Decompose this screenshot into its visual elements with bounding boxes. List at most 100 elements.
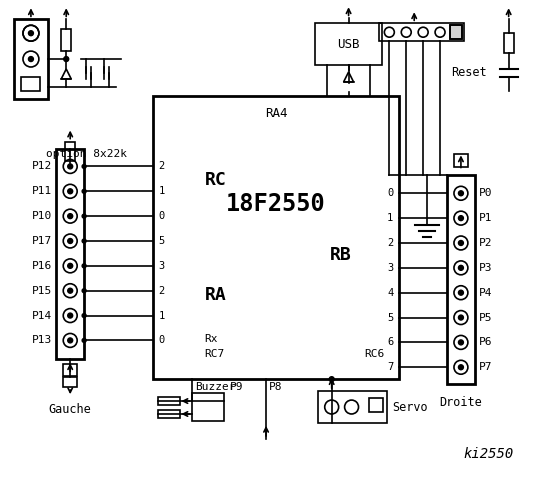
Text: 5: 5 xyxy=(387,312,393,323)
Circle shape xyxy=(67,164,72,169)
Circle shape xyxy=(67,313,72,318)
Text: 0: 0 xyxy=(159,336,165,346)
Text: 7: 7 xyxy=(387,362,393,372)
Text: ki2550: ki2550 xyxy=(463,447,514,461)
Text: Reset: Reset xyxy=(451,66,487,80)
Text: Buzzer: Buzzer xyxy=(195,382,236,392)
Text: 3: 3 xyxy=(387,263,393,273)
Text: 1: 1 xyxy=(387,213,393,223)
Bar xyxy=(450,25,462,39)
Text: P14: P14 xyxy=(32,311,53,321)
Circle shape xyxy=(82,239,86,243)
Text: Gauche: Gauche xyxy=(49,403,92,416)
Text: 0: 0 xyxy=(159,211,165,221)
Bar xyxy=(158,397,180,405)
Text: P12: P12 xyxy=(32,161,53,171)
Bar xyxy=(56,148,84,360)
Circle shape xyxy=(28,31,33,36)
Text: P9: P9 xyxy=(229,382,243,392)
Circle shape xyxy=(67,239,72,243)
Bar xyxy=(450,25,462,39)
Text: 5: 5 xyxy=(159,236,165,246)
Text: USB: USB xyxy=(337,37,360,51)
Text: Servo: Servo xyxy=(392,400,428,414)
Text: 2: 2 xyxy=(387,238,393,248)
Bar xyxy=(61,29,71,51)
Bar xyxy=(63,377,77,387)
Text: RC: RC xyxy=(205,171,226,189)
Circle shape xyxy=(67,338,72,343)
Bar xyxy=(13,19,48,99)
Circle shape xyxy=(458,365,463,370)
Text: P16: P16 xyxy=(32,261,53,271)
Text: P6: P6 xyxy=(479,337,492,348)
Circle shape xyxy=(458,290,463,295)
Text: 18F2550: 18F2550 xyxy=(226,192,326,216)
Text: P10: P10 xyxy=(32,211,53,221)
Polygon shape xyxy=(61,69,71,79)
Bar xyxy=(153,96,399,379)
Text: P3: P3 xyxy=(479,263,492,273)
Text: 2: 2 xyxy=(159,286,165,296)
Text: 2: 2 xyxy=(159,161,165,171)
Circle shape xyxy=(82,264,86,268)
Circle shape xyxy=(67,214,72,218)
Text: P7: P7 xyxy=(479,362,492,372)
Bar xyxy=(447,175,475,384)
Text: RA4: RA4 xyxy=(265,107,287,120)
Text: P2: P2 xyxy=(479,238,492,248)
Bar xyxy=(318,391,387,423)
Circle shape xyxy=(82,288,86,293)
Text: 6: 6 xyxy=(387,337,393,348)
Bar xyxy=(454,154,468,168)
Text: P4: P4 xyxy=(479,288,492,298)
Text: P8: P8 xyxy=(269,382,283,392)
Bar xyxy=(65,142,75,161)
Text: Droite: Droite xyxy=(440,396,482,408)
Text: P13: P13 xyxy=(32,336,53,346)
Circle shape xyxy=(329,377,334,382)
Text: P15: P15 xyxy=(32,286,53,296)
Text: P0: P0 xyxy=(479,188,492,198)
Text: RA: RA xyxy=(205,286,226,304)
Circle shape xyxy=(458,265,463,270)
Text: P5: P5 xyxy=(479,312,492,323)
Bar xyxy=(369,398,383,412)
Circle shape xyxy=(82,189,86,193)
Circle shape xyxy=(64,57,69,61)
Text: 3: 3 xyxy=(159,261,165,271)
Circle shape xyxy=(458,191,463,196)
Text: P17: P17 xyxy=(32,236,53,246)
Text: 4: 4 xyxy=(387,288,393,298)
Bar xyxy=(504,33,514,53)
Circle shape xyxy=(67,264,72,268)
Circle shape xyxy=(82,313,86,318)
Text: Rx: Rx xyxy=(205,335,218,345)
Circle shape xyxy=(67,288,72,293)
Circle shape xyxy=(458,240,463,245)
Text: 1: 1 xyxy=(159,311,165,321)
Text: option 8x22k: option 8x22k xyxy=(45,148,127,158)
Polygon shape xyxy=(343,72,353,82)
Circle shape xyxy=(458,315,463,320)
Text: 1: 1 xyxy=(159,186,165,196)
Text: RC6: RC6 xyxy=(364,349,384,360)
Circle shape xyxy=(28,57,33,61)
Circle shape xyxy=(82,214,86,218)
Text: 0: 0 xyxy=(387,188,393,198)
Circle shape xyxy=(458,216,463,221)
Circle shape xyxy=(67,189,72,194)
Text: RC7: RC7 xyxy=(205,349,225,360)
Circle shape xyxy=(82,338,86,342)
Circle shape xyxy=(82,165,86,168)
Bar xyxy=(379,23,464,41)
Text: P1: P1 xyxy=(479,213,492,223)
Text: P11: P11 xyxy=(32,186,53,196)
Bar xyxy=(158,410,180,418)
Bar xyxy=(192,393,225,421)
Bar xyxy=(22,77,40,91)
Bar xyxy=(315,23,382,65)
Circle shape xyxy=(458,340,463,345)
Bar xyxy=(63,364,77,376)
Text: RB: RB xyxy=(330,246,352,264)
